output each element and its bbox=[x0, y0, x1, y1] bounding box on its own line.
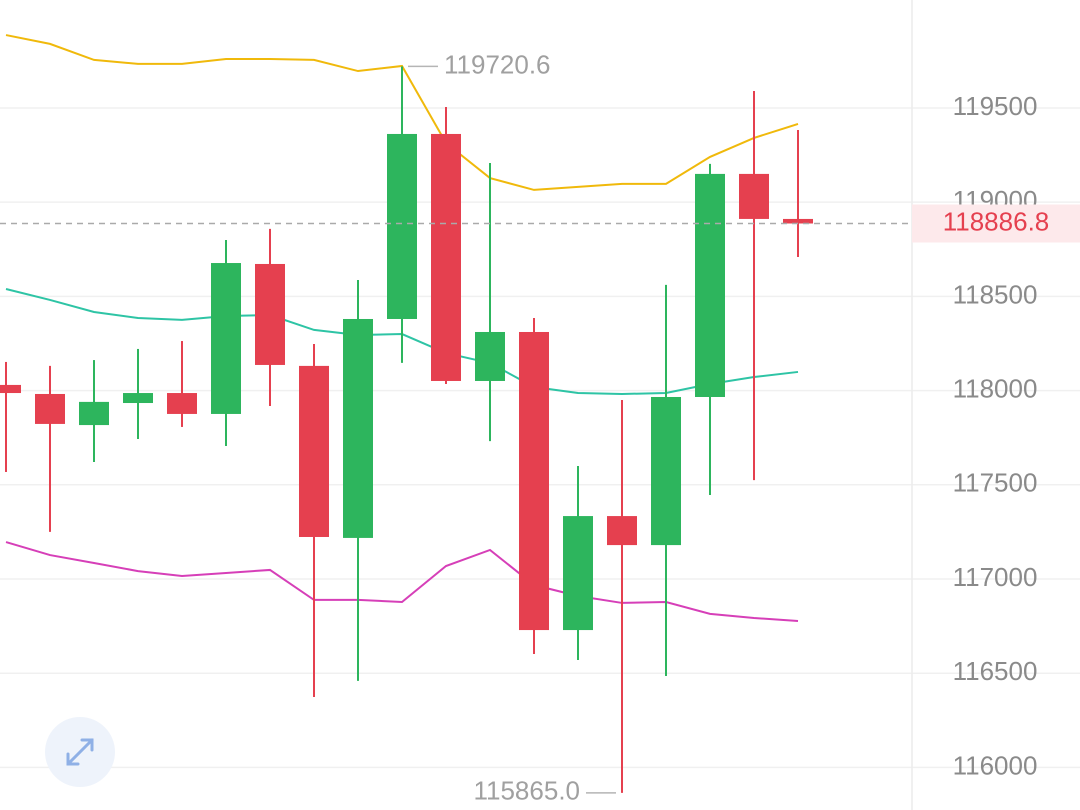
annotation-label: 115865.0 bbox=[473, 776, 580, 806]
candle-body bbox=[739, 173, 769, 219]
annotation-label: 119720.6 bbox=[444, 49, 551, 79]
expand-button[interactable] bbox=[45, 717, 115, 787]
y-tick-label: 117500 bbox=[953, 468, 1038, 498]
expand-icon[interactable] bbox=[66, 738, 94, 766]
indicator-line bbox=[5, 34, 799, 191]
candle-body bbox=[519, 331, 549, 631]
candle-body bbox=[651, 396, 681, 546]
last-price-label: 118886.8 bbox=[943, 206, 1050, 236]
y-tick-label: 119500 bbox=[953, 91, 1038, 121]
candle-body bbox=[783, 218, 813, 224]
candle-body bbox=[0, 384, 21, 394]
indicator-line bbox=[5, 541, 799, 623]
candle-body bbox=[79, 401, 109, 426]
y-tick-label: 118500 bbox=[953, 279, 1038, 309]
candle-body bbox=[35, 393, 65, 424]
candle-body bbox=[255, 263, 285, 365]
candle-body bbox=[695, 173, 725, 397]
candle-body bbox=[607, 516, 637, 546]
candle-body bbox=[211, 263, 241, 414]
candle-body bbox=[475, 331, 505, 381]
y-tick-label: 116500 bbox=[953, 656, 1038, 686]
candle-body bbox=[123, 393, 153, 404]
candle-body bbox=[563, 516, 593, 631]
y-tick-label: 118000 bbox=[953, 373, 1038, 403]
y-tick-label: 117000 bbox=[953, 562, 1038, 592]
candle-body bbox=[167, 393, 197, 414]
candle-body bbox=[431, 133, 461, 381]
candle-body bbox=[387, 133, 417, 319]
candle-body bbox=[343, 318, 373, 538]
y-tick-label: 116000 bbox=[953, 750, 1038, 780]
last-price-box bbox=[912, 204, 1080, 243]
candle-body bbox=[299, 365, 329, 537]
